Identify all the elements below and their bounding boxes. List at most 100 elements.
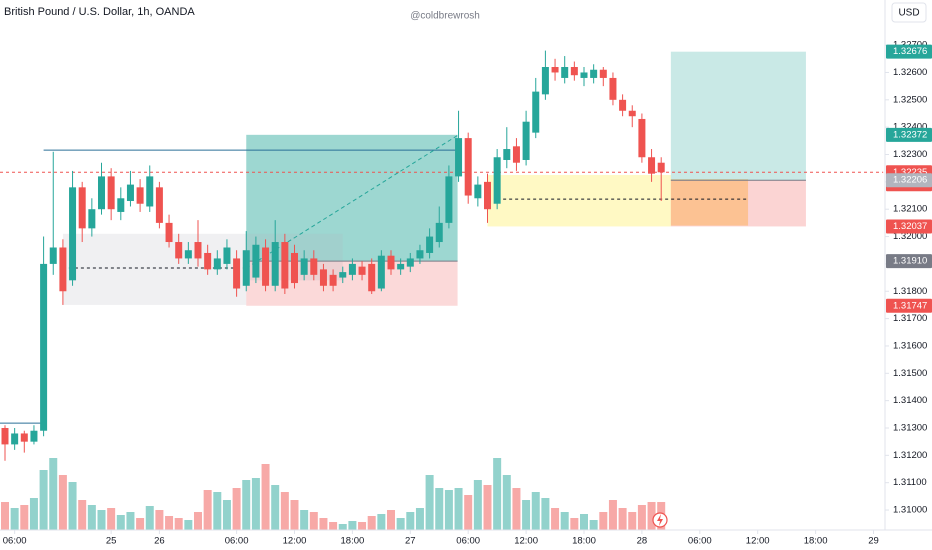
volume-bar	[531, 492, 540, 530]
volume-bar	[261, 464, 270, 530]
candle-body	[291, 252, 298, 284]
candle-body	[184, 250, 192, 259]
y-tick-label: 1.32300	[893, 149, 927, 160]
y-tick-label: 1.32600	[893, 67, 927, 78]
candle-body	[435, 222, 443, 243]
volume-bar	[136, 518, 145, 530]
candle-body	[532, 91, 540, 133]
chart-title: British Pound / U.S. Dollar, 1h, OANDA	[4, 6, 195, 18]
volume-bar	[58, 475, 67, 530]
candle-body	[648, 157, 656, 174]
candle-body	[590, 69, 598, 78]
candle-body	[213, 258, 221, 270]
volume-bar	[319, 518, 328, 530]
y-tick-label: 1.32400	[893, 122, 927, 133]
volume-bar	[29, 498, 38, 530]
candle-body	[397, 263, 405, 270]
volume-bar	[49, 458, 58, 530]
x-tick-label: 26	[154, 536, 165, 547]
candle-body	[310, 258, 318, 275]
candle-body	[474, 184, 482, 199]
candle-body	[49, 247, 57, 264]
volume-bar	[39, 470, 48, 530]
volume-bar	[165, 516, 174, 530]
x-tick-label: 06:00	[225, 536, 249, 547]
candle-body	[40, 263, 48, 431]
x-tick-label: 18:00	[804, 536, 828, 547]
volume-bar	[454, 488, 463, 530]
price-marker	[886, 219, 932, 234]
volume-bar	[280, 492, 289, 530]
candle-body	[657, 162, 665, 173]
candle-body	[512, 146, 520, 163]
watermark: @coldbrewrosh	[410, 11, 480, 22]
candle-body	[329, 274, 337, 286]
price-marker	[886, 44, 932, 59]
candle-body	[503, 149, 511, 160]
volume-bar	[68, 482, 77, 530]
volume-bar	[97, 510, 106, 530]
x-tick-label: 12:00	[283, 536, 307, 547]
price-marker-label: 1.31747	[893, 300, 927, 311]
volume-bar	[184, 520, 193, 530]
volume-bar	[87, 505, 96, 530]
volume-bar	[425, 475, 434, 530]
volume-bar	[338, 524, 347, 530]
volume-bar	[213, 492, 222, 530]
y-tick-label: 1.31800	[893, 286, 927, 297]
volume-bar	[1, 502, 9, 530]
volume-bar	[251, 478, 260, 530]
candle-body	[638, 118, 646, 158]
volume-bar	[116, 515, 125, 530]
candle-body	[368, 263, 376, 292]
candle-body	[377, 255, 385, 289]
volume-bar	[551, 508, 560, 530]
volume-bar	[232, 488, 241, 530]
candle-body	[204, 252, 212, 270]
x-tick-label: 06:00	[688, 536, 712, 547]
candle-body	[484, 181, 491, 210]
volume-bar	[194, 512, 202, 530]
candle-body	[599, 69, 607, 78]
candle-body	[464, 138, 472, 196]
y-tick-label: 1.31000	[893, 505, 927, 516]
volume-bar	[647, 502, 656, 530]
candle-body	[580, 72, 588, 78]
price-marker-label: 1.32372	[893, 129, 927, 140]
price-marker	[886, 127, 932, 142]
replay-icon[interactable]	[652, 512, 668, 528]
position-zone	[670, 179, 749, 226]
volume-bar	[406, 512, 415, 530]
price-marker-label: 1.31910	[893, 256, 927, 267]
volume-bar	[358, 522, 367, 530]
volume-bar	[387, 510, 395, 530]
volume-bar	[628, 512, 637, 530]
price-marker-label: 1.32676	[893, 46, 927, 57]
candle-body	[416, 250, 424, 259]
price-axis	[885, 0, 932, 550]
x-tick-label: 12:00	[746, 536, 770, 547]
volume-bar	[483, 485, 492, 530]
candle-body	[107, 176, 115, 210]
volume-bar	[367, 516, 376, 530]
currency-label[interactable]: USD	[898, 8, 919, 19]
candle-body	[78, 187, 86, 229]
volume-bar	[396, 518, 405, 530]
candle-body	[117, 198, 125, 212]
y-tick-label: 1.32000	[893, 231, 927, 242]
volume-bar	[444, 490, 453, 530]
volume-bar	[300, 510, 309, 530]
y-tick-label: 1.31600	[893, 340, 927, 351]
volume-bar	[78, 500, 87, 530]
volume-bar	[415, 508, 424, 530]
candle-body	[11, 433, 19, 445]
x-tick-label: 25	[106, 536, 117, 547]
price-marker-label: 1.32206	[893, 175, 927, 186]
price-marker-label: 1.32235	[893, 167, 927, 178]
x-tick-label: 06:00	[456, 536, 480, 547]
candle-body	[165, 222, 173, 243]
y-tick-label: 1.31200	[893, 450, 927, 461]
candle-body	[445, 176, 453, 223]
candle-body	[262, 247, 270, 286]
currency-button[interactable]	[891, 2, 927, 23]
